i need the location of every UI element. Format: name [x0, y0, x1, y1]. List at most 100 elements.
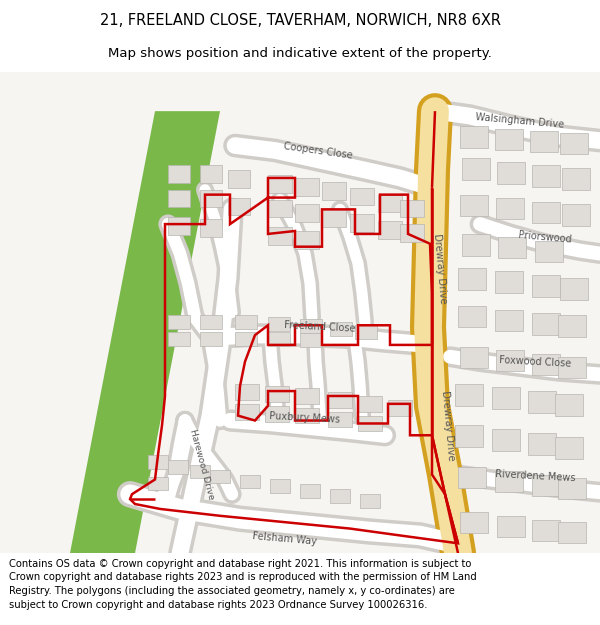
Polygon shape — [378, 221, 402, 239]
Polygon shape — [458, 268, 486, 290]
Polygon shape — [240, 474, 260, 488]
Polygon shape — [492, 429, 520, 451]
Polygon shape — [322, 182, 346, 199]
Polygon shape — [460, 512, 488, 534]
Polygon shape — [168, 217, 190, 235]
Polygon shape — [498, 237, 526, 259]
Polygon shape — [532, 314, 560, 335]
Polygon shape — [168, 190, 190, 208]
Polygon shape — [558, 478, 586, 499]
Polygon shape — [462, 234, 490, 256]
Polygon shape — [330, 489, 350, 503]
Polygon shape — [300, 333, 322, 347]
Polygon shape — [200, 165, 222, 183]
Polygon shape — [458, 467, 486, 488]
Polygon shape — [168, 332, 190, 346]
Polygon shape — [497, 162, 525, 184]
Polygon shape — [268, 175, 292, 192]
Polygon shape — [228, 170, 250, 187]
Polygon shape — [200, 190, 222, 208]
Polygon shape — [190, 465, 210, 479]
Polygon shape — [270, 479, 290, 493]
Polygon shape — [496, 198, 524, 219]
Polygon shape — [268, 318, 290, 331]
Polygon shape — [530, 131, 558, 152]
Polygon shape — [148, 455, 168, 469]
Polygon shape — [268, 332, 290, 346]
Polygon shape — [497, 516, 525, 538]
Polygon shape — [532, 201, 560, 223]
Text: Riverdene Mews: Riverdene Mews — [494, 469, 575, 484]
Polygon shape — [235, 332, 257, 346]
Polygon shape — [555, 394, 583, 416]
Text: Felsham Way: Felsham Way — [253, 531, 317, 546]
Polygon shape — [378, 194, 402, 213]
Text: Priorswood: Priorswood — [518, 229, 572, 244]
Polygon shape — [300, 319, 322, 333]
Polygon shape — [168, 165, 190, 183]
Text: Freeland Close: Freeland Close — [284, 321, 356, 334]
Polygon shape — [295, 204, 319, 222]
Polygon shape — [235, 404, 259, 419]
Polygon shape — [268, 199, 292, 217]
Polygon shape — [462, 158, 490, 180]
Polygon shape — [558, 316, 586, 337]
Text: Harewood Drive: Harewood Drive — [188, 429, 216, 501]
Polygon shape — [495, 271, 523, 293]
Polygon shape — [265, 386, 289, 402]
Polygon shape — [528, 433, 556, 455]
Polygon shape — [200, 316, 222, 329]
Polygon shape — [532, 474, 560, 496]
Text: Coopers Close: Coopers Close — [283, 141, 353, 160]
Polygon shape — [532, 354, 560, 376]
Polygon shape — [560, 132, 588, 154]
Polygon shape — [555, 438, 583, 459]
Polygon shape — [210, 469, 230, 483]
Polygon shape — [322, 209, 346, 227]
Polygon shape — [455, 384, 483, 406]
Polygon shape — [495, 129, 523, 151]
Polygon shape — [460, 194, 488, 216]
Polygon shape — [268, 227, 292, 245]
Polygon shape — [295, 408, 319, 424]
Text: 21, FREELAND CLOSE, TAVERHAM, NORWICH, NR8 6XR: 21, FREELAND CLOSE, TAVERHAM, NORWICH, N… — [100, 12, 500, 28]
Polygon shape — [400, 199, 424, 217]
Polygon shape — [558, 522, 586, 543]
Polygon shape — [355, 325, 377, 339]
Text: Walsingham Drive: Walsingham Drive — [475, 112, 565, 130]
Polygon shape — [460, 126, 488, 148]
Polygon shape — [528, 391, 556, 412]
Polygon shape — [295, 388, 319, 404]
Polygon shape — [400, 224, 424, 242]
Polygon shape — [535, 241, 563, 262]
Polygon shape — [562, 204, 590, 226]
Polygon shape — [330, 322, 352, 336]
Polygon shape — [360, 494, 380, 508]
Polygon shape — [388, 400, 412, 416]
Text: Map shows position and indicative extent of the property.: Map shows position and indicative extent… — [108, 48, 492, 61]
Polygon shape — [200, 219, 222, 237]
Polygon shape — [560, 278, 588, 300]
Polygon shape — [492, 387, 520, 409]
Polygon shape — [358, 396, 382, 412]
Polygon shape — [496, 350, 524, 371]
Polygon shape — [300, 484, 320, 498]
Polygon shape — [350, 188, 374, 206]
Polygon shape — [0, 72, 600, 553]
Polygon shape — [532, 520, 560, 541]
Text: Drewray Drive: Drewray Drive — [432, 233, 448, 304]
Text: Drewray Drive: Drewray Drive — [440, 390, 456, 461]
Polygon shape — [200, 332, 222, 346]
Polygon shape — [228, 198, 250, 215]
Polygon shape — [295, 178, 319, 196]
Polygon shape — [562, 168, 590, 190]
Polygon shape — [455, 426, 483, 447]
Polygon shape — [495, 309, 523, 331]
Polygon shape — [265, 406, 289, 421]
Polygon shape — [235, 384, 259, 400]
Polygon shape — [70, 111, 220, 553]
Polygon shape — [350, 214, 374, 232]
Polygon shape — [168, 460, 188, 474]
Polygon shape — [532, 275, 560, 297]
Text: Puxbury Mews: Puxbury Mews — [269, 411, 341, 424]
